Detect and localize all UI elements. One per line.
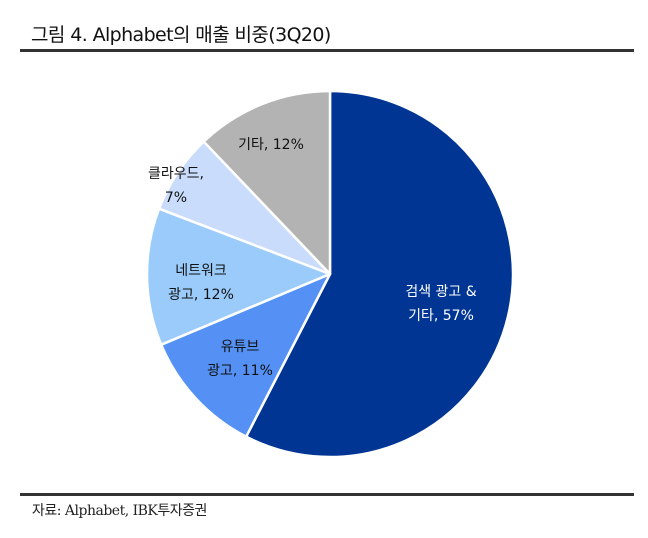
slice-label: 검색 광고 & 기타, 57%: [405, 284, 476, 324]
source-note: 자료: Alphabet, IBK투자증권: [32, 503, 207, 519]
slice-label: 네트워크 광고, 12%: [168, 263, 234, 303]
pie-slices: [145, 89, 515, 459]
pie-slice: [202, 89, 332, 276]
top-divider: [20, 49, 634, 52]
slice-label: 유튜브 광고, 11%: [207, 339, 273, 379]
pie-labels: 검색 광고 & 기타, 57% 유튜브 광고, 11% 네트워크 광고, 12% 클라우드,…: [148, 137, 477, 379]
pie-slice: [244, 89, 515, 459]
bottom-divider: [20, 493, 634, 496]
pie-slice: [159, 272, 332, 438]
pie-slice: [145, 207, 332, 346]
slice-label: 클라우드, 7%: [148, 166, 204, 206]
slice-label: 기타, 12%: [238, 137, 304, 153]
chart-title: 그림 4. Alphabet의 매출 비중(3Q20): [31, 24, 331, 46]
